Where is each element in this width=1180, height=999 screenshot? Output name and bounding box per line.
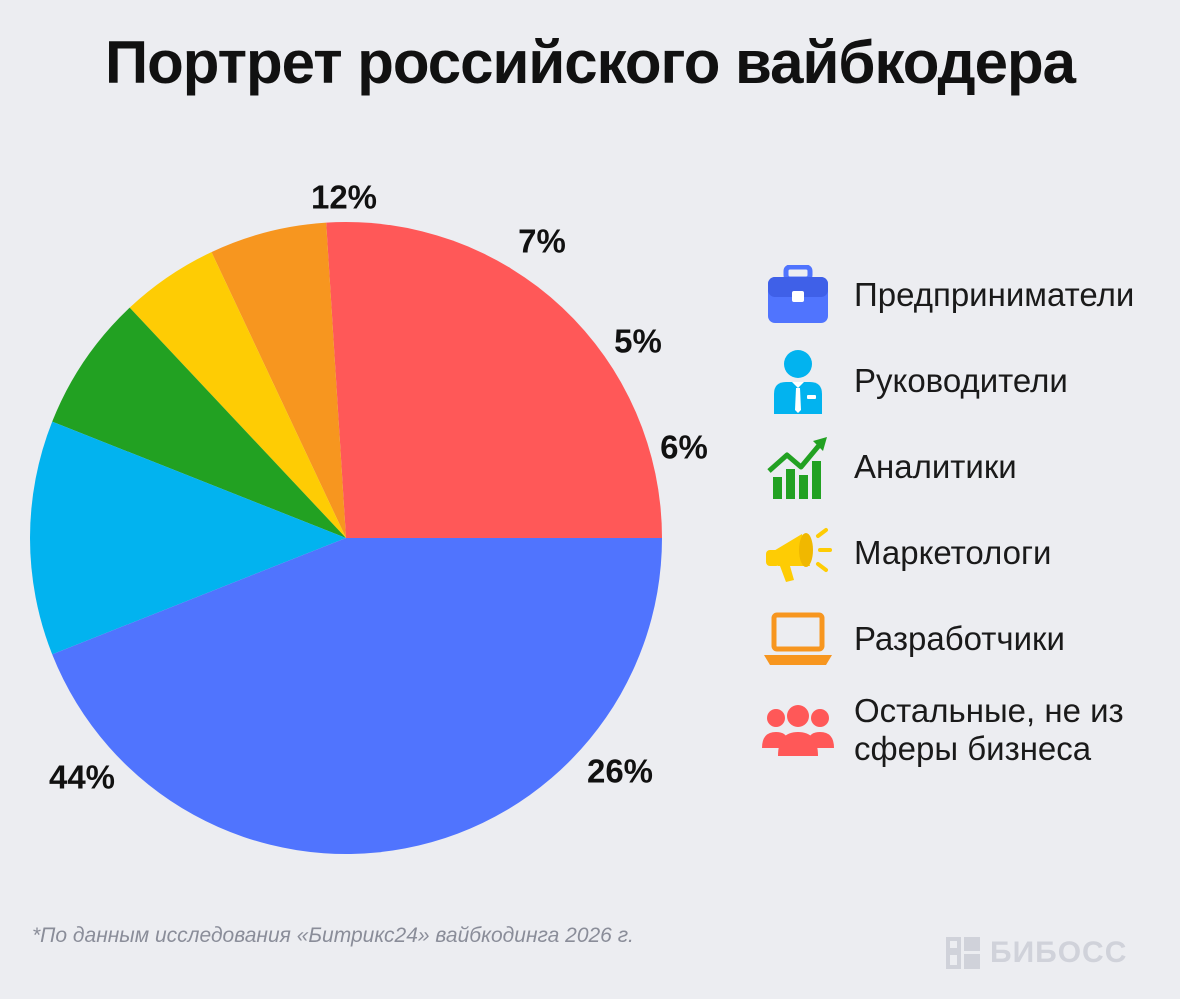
legend-label: Маркетологи (854, 534, 1052, 571)
legend-label: Руководители (854, 362, 1068, 399)
legend-item-developers: Разработчики (760, 606, 1170, 672)
slice-marketers (129, 252, 346, 538)
data-label: 44% (49, 759, 115, 796)
legend-label: Аналитики (854, 448, 1017, 485)
source-footnote: *По данным исследования «Битрикс24» вайб… (32, 924, 634, 947)
data-label: 7% (518, 223, 566, 260)
bb-logo-icon (946, 937, 980, 969)
pie-chart: 26% 6% 5% 7% 12% 44% (30, 179, 708, 855)
legend-label: Предприниматели (854, 276, 1135, 313)
data-label: 5% (614, 323, 662, 360)
legend-item-managers: Руководители (760, 348, 1170, 414)
laptop-icon (760, 606, 836, 672)
legend-item-marketers: Маркетологи (760, 520, 1170, 586)
manager-icon (760, 348, 836, 414)
people-icon (760, 697, 836, 763)
chart-title: Портрет российского вайбкодера (104, 29, 1076, 96)
legend-item-others: Остальные, не из сферы бизнеса (760, 692, 1170, 768)
brand-logo: БИБОСС (946, 936, 1127, 970)
legend-label: Остальные, не из сферы бизнеса (854, 692, 1124, 767)
legend: Предприниматели Руководители Анал (760, 262, 1170, 788)
data-label: 12% (311, 179, 377, 216)
legend-item-entrepreneurs: Предприниматели (760, 262, 1170, 328)
slice-analysts (52, 307, 346, 538)
legend-item-analysts: Аналитики (760, 434, 1170, 500)
megaphone-icon (760, 520, 836, 586)
data-label: 6% (660, 429, 708, 466)
slice-managers (30, 421, 346, 655)
growth-chart-icon (760, 434, 836, 500)
slice-entrepreneurs (52, 538, 663, 855)
slice-developers (211, 222, 346, 539)
brand-name: БИБОСС (990, 936, 1128, 969)
slice-others (326, 221, 662, 538)
data-label: 26% (587, 753, 653, 790)
briefcase-icon (760, 262, 836, 328)
legend-label: Разработчики (854, 620, 1065, 657)
